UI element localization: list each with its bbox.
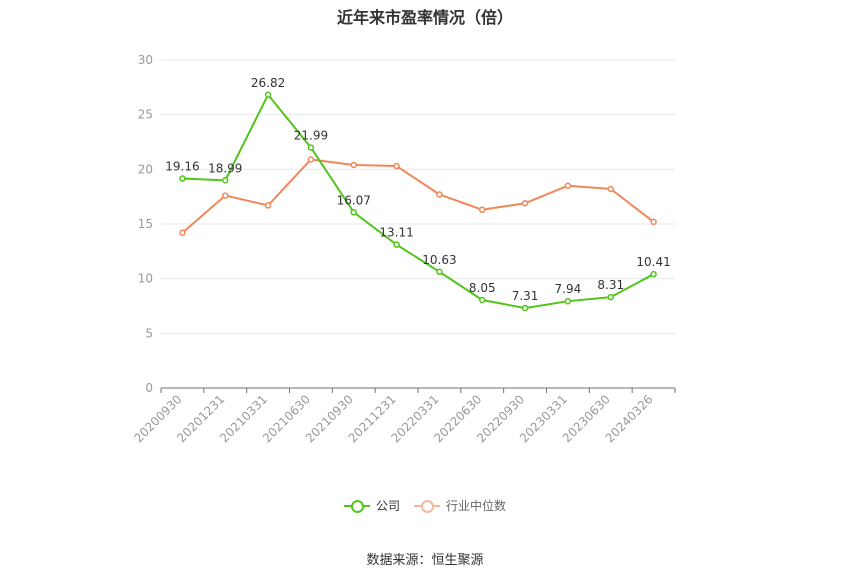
y-tick-label: 10 bbox=[138, 272, 153, 286]
company-data-label: 10.63 bbox=[422, 253, 456, 267]
y-tick-label: 25 bbox=[138, 108, 153, 122]
industry-median-data-point bbox=[307, 156, 315, 163]
company-data-point bbox=[436, 268, 443, 276]
data-source-note: 数据来源：恒生聚源 bbox=[366, 553, 484, 568]
legend-industry-label: 行业中位数 bbox=[446, 499, 507, 513]
industry-median-data-point bbox=[264, 202, 272, 209]
company-data-point bbox=[521, 304, 529, 312]
company-data-point bbox=[179, 175, 186, 182]
industry-median-data-point bbox=[222, 192, 229, 199]
company-series-line bbox=[182, 93, 655, 310]
chart-title: 近年来市盈率情况（倍） bbox=[336, 8, 513, 27]
industry-median-data-point bbox=[607, 185, 614, 193]
y-tick-label: 20 bbox=[138, 162, 153, 176]
industry-median-data-point bbox=[564, 182, 572, 189]
company-data-point bbox=[564, 297, 572, 305]
industry-median-data-point bbox=[179, 229, 186, 236]
chart-legend: 公司 行业中位数 bbox=[0, 497, 850, 514]
y-tick-label: 30 bbox=[138, 53, 153, 67]
legend-item-company[interactable]: 公司 bbox=[343, 497, 400, 514]
industry-median-data-point bbox=[650, 218, 657, 226]
company-data-label: 7.31 bbox=[512, 289, 539, 303]
company-data-label: 7.94 bbox=[555, 282, 582, 296]
company-data-label: 21.99 bbox=[294, 129, 328, 143]
company-data-point bbox=[307, 144, 315, 151]
company-data-point bbox=[393, 241, 400, 248]
legend-company-label: 公司 bbox=[375, 499, 400, 513]
y-tick-label: 0 bbox=[145, 381, 153, 395]
company-data-point bbox=[222, 177, 229, 184]
legend-item-industry-median[interactable]: 行业中位数 bbox=[414, 497, 506, 514]
company-data-label: 18.99 bbox=[208, 161, 242, 175]
industry-median-data-point bbox=[479, 206, 486, 214]
company-data-label: 16.07 bbox=[337, 193, 371, 207]
company-data-point bbox=[607, 293, 614, 301]
company-data-label: 8.31 bbox=[597, 278, 624, 292]
legend-industry-marker bbox=[414, 498, 440, 514]
y-tick-label: 15 bbox=[138, 217, 153, 231]
company-data-label: 10.41 bbox=[636, 255, 670, 269]
company-data-label: 26.82 bbox=[251, 76, 285, 90]
company-data-label: 19.16 bbox=[165, 160, 199, 174]
company-data-point bbox=[479, 296, 486, 304]
company-data-label: 8.05 bbox=[469, 281, 496, 295]
y-tick-label: 5 bbox=[145, 326, 153, 340]
company-data-point bbox=[350, 209, 357, 216]
industry-median-data-point bbox=[436, 191, 443, 198]
company-data-label: 13.11 bbox=[379, 226, 413, 240]
company-data-point bbox=[264, 91, 272, 99]
company-data-point bbox=[650, 270, 657, 278]
industry-median-data-point bbox=[350, 161, 357, 169]
industry-median-series-line bbox=[181, 158, 655, 234]
industry-median-data-point bbox=[393, 162, 400, 170]
legend-company-marker bbox=[343, 498, 370, 514]
industry-median-data-point bbox=[521, 199, 529, 207]
